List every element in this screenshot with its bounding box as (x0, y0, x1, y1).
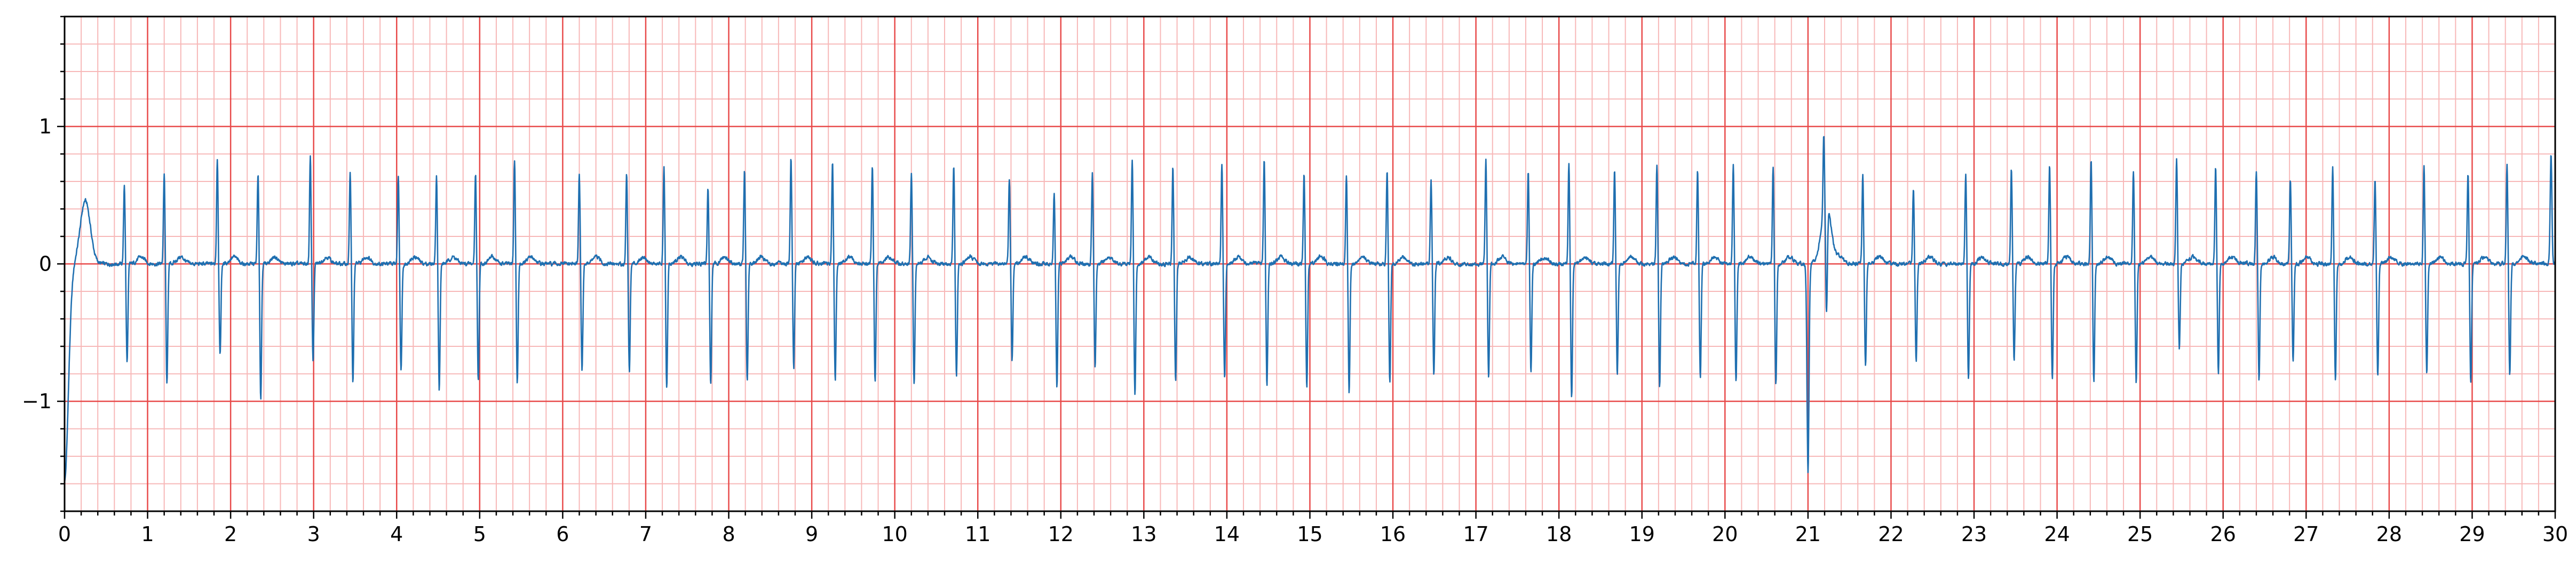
x-tick-label: 21 (1795, 522, 1821, 546)
x-tick-label: 9 (805, 522, 818, 546)
x-tick-label: 8 (722, 522, 735, 546)
x-tick-label: 13 (1131, 522, 1156, 546)
trace-layer (64, 136, 2556, 482)
x-tick-label: 16 (1380, 522, 1406, 546)
tick-labels: 0 1 2 3 4 5 6 7 8 9 10 11 12 13 14 15 16 17 18 19 20 21 22 23 24… (22, 115, 2568, 546)
x-tick-label: 5 (473, 522, 486, 546)
x-tick-label: 30 (2542, 522, 2568, 546)
y-tick-label: −1 (22, 390, 52, 413)
x-tick-label: 2 (224, 522, 237, 546)
axes (57, 15, 2556, 519)
x-tick-label: 19 (1629, 522, 1655, 546)
x-tick-label: 11 (965, 522, 990, 546)
x-tick-label: 18 (1546, 522, 1572, 546)
x-tick-label: 28 (2376, 522, 2402, 546)
x-tick-label: 3 (307, 522, 320, 546)
x-tick-label: 6 (556, 522, 569, 546)
x-tick-label: 1 (141, 522, 154, 546)
y-tick-label: 0 (39, 252, 52, 276)
x-tick-label: 7 (639, 522, 652, 546)
x-tick-label: 17 (1463, 522, 1488, 546)
x-tick-label: 25 (2127, 522, 2153, 546)
x-tick-label: 14 (1214, 522, 1240, 546)
x-tick-label: 27 (2293, 522, 2319, 546)
x-tick-label: 12 (1048, 522, 1074, 546)
x-tick-label: 22 (1878, 522, 1904, 546)
x-tick-label: 24 (2044, 522, 2070, 546)
x-tick-label: 20 (1712, 522, 1738, 546)
x-tick-label: 26 (2210, 522, 2236, 546)
x-tick-label: 15 (1297, 522, 1322, 546)
x-tick-label: 29 (2459, 522, 2485, 546)
x-tick-label: 0 (58, 522, 71, 546)
ecg-trace (64, 136, 2556, 482)
x-tick-label: 4 (390, 522, 403, 546)
y-tick-label: 1 (39, 115, 52, 138)
x-tick-label: 10 (882, 522, 907, 546)
x-tick-label: 23 (1961, 522, 1987, 546)
